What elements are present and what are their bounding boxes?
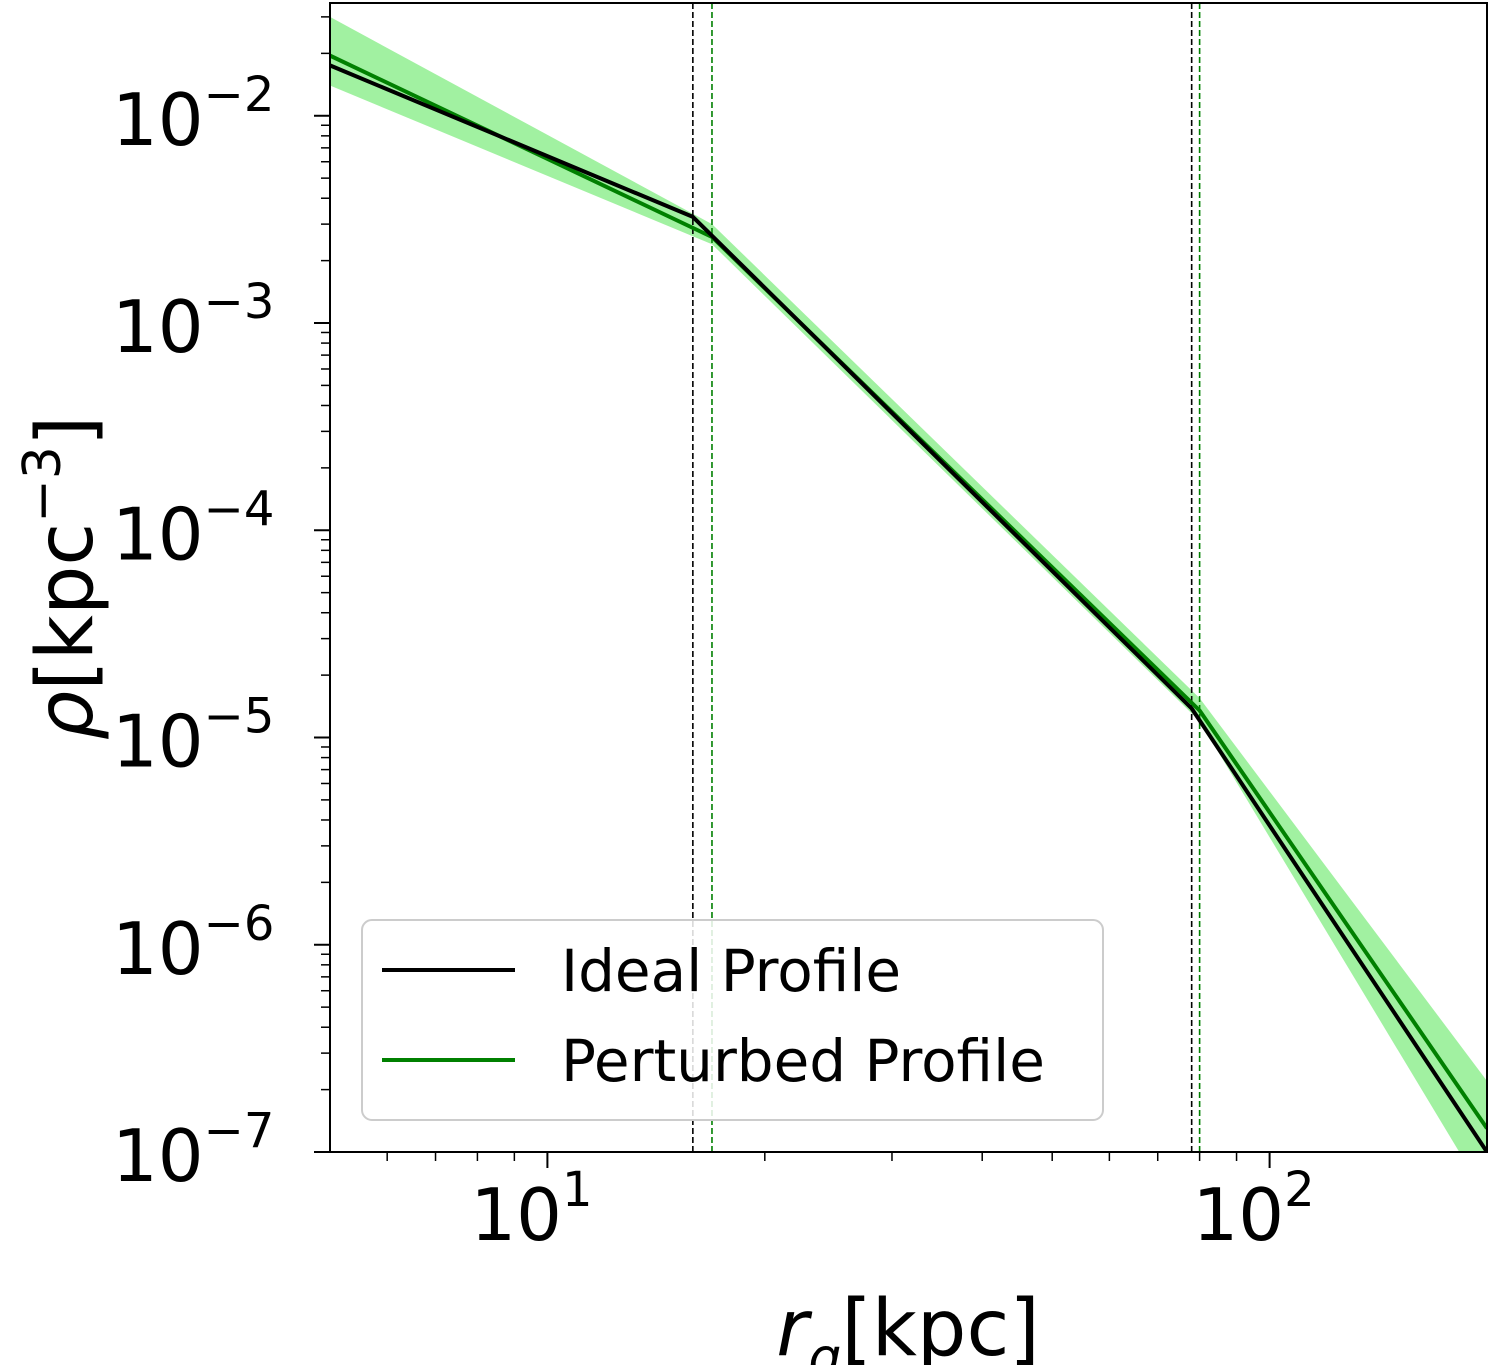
legend-box	[361, 919, 1104, 1121]
series-line-ideal-profile	[330, 63, 1487, 1152]
minor-ticks	[321, 16, 1238, 1161]
plot-area	[330, 3, 1487, 1152]
y-axis-unit: [kpc	[21, 523, 111, 691]
x-axis-subscript: q	[808, 1328, 841, 1365]
y-tick-label: 10−7	[112, 1103, 274, 1198]
y-axis-title: ρ[kpc−3]	[13, 416, 111, 741]
plot-frame	[329, 2, 1488, 1153]
y-tick-label: 10−5	[112, 689, 274, 784]
x-axis: 101 102	[470, 1152, 1315, 1257]
x-tick-label: 102	[1193, 1162, 1315, 1257]
y-axis: 10−2 10−3 10−4 10−5 10−6 10−7	[112, 67, 330, 1198]
y-axis-unit-exponent: −3	[13, 446, 73, 523]
x-axis-unit: [kpc]	[841, 1284, 1039, 1365]
legend-label-perturbed: Perturbed Profile	[561, 1027, 1045, 1095]
y-tick-label: 10−3	[112, 274, 274, 369]
x-tick-label: 101	[470, 1162, 592, 1257]
y-axis-var: ρ	[21, 691, 111, 741]
y-axis-unit-close: ]	[21, 416, 111, 446]
x-axis-title: rq[kpc]	[776, 1284, 1040, 1365]
legend: Ideal Profile Perturbed Profile	[361, 919, 1104, 1121]
y-tick-label: 10−4	[112, 481, 274, 576]
legend-label-ideal: Ideal Profile	[561, 937, 901, 1005]
y-tick-label: 10−6	[112, 896, 274, 991]
y-tick-label: 10−2	[112, 67, 274, 162]
x-axis-var: r	[776, 1284, 813, 1365]
perturbation-band	[330, 16, 1487, 1152]
